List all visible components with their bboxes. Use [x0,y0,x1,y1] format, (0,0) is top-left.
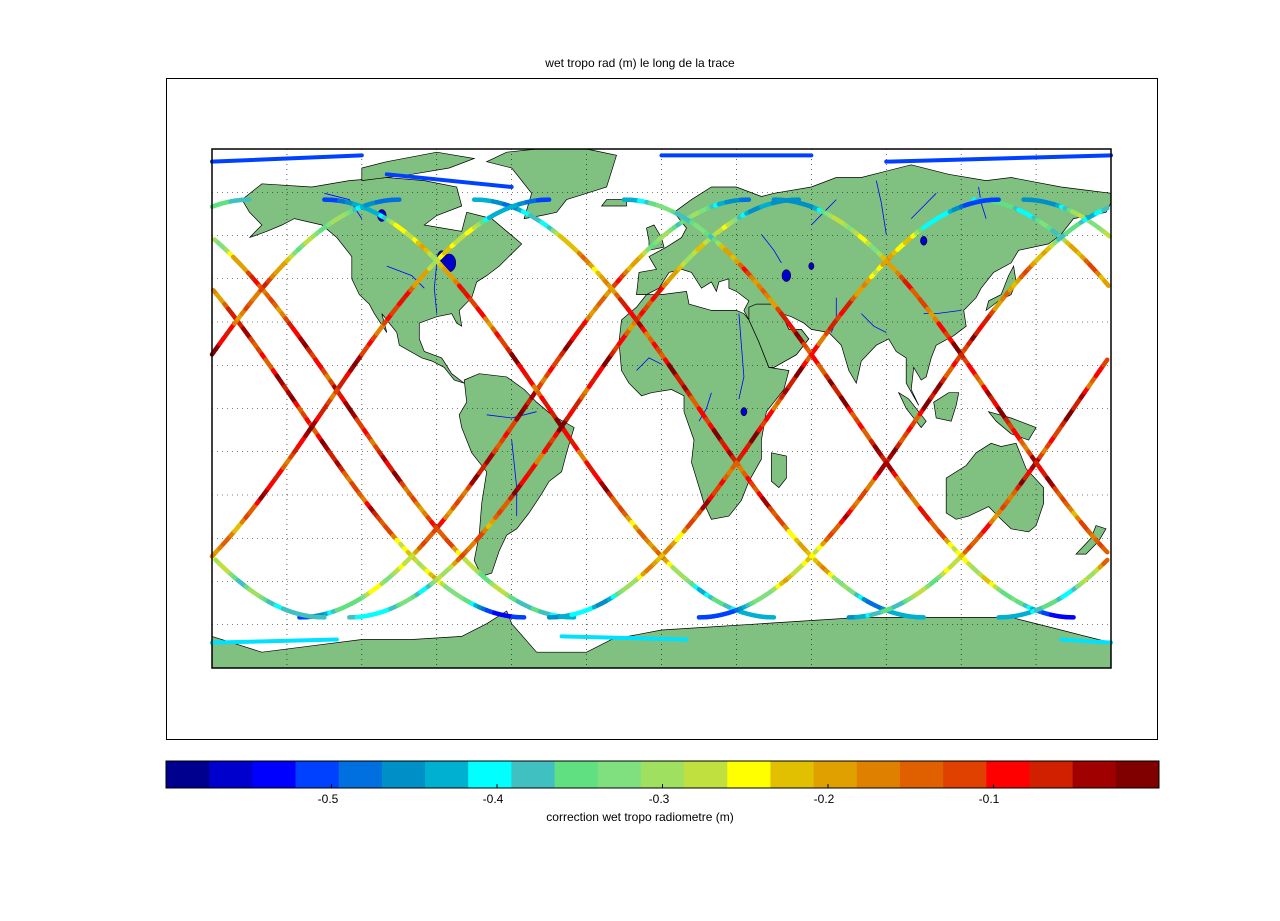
lake [740,407,748,417]
river [875,180,887,235]
track-segment [1101,546,1110,555]
colorbar-swatch [943,761,987,788]
track-layer [209,153,1113,645]
colorbar-swatch [597,761,642,788]
track-segment [210,637,339,645]
river [324,192,363,219]
river [923,310,962,315]
new-zealand-land [1075,525,1107,555]
track-segment [1059,637,1113,645]
lake [920,236,928,246]
europe-asia-land [636,164,1112,406]
colorbar-swatch [813,761,858,788]
colorbar-tick-label: -0.1 [978,792,1000,806]
river [486,411,537,419]
track-segment [1101,557,1110,566]
madagascar-land [771,452,787,489]
river [910,193,937,219]
colorbar-swatch [209,761,253,788]
colorbar-swatch [338,761,383,788]
colorbar-swatch [640,761,685,788]
river [386,265,425,289]
track-segment [210,153,364,164]
colorbar-swatch [1072,761,1117,788]
colorbar-swatch [770,761,815,788]
river [738,313,745,400]
colorbar-swatch [684,761,728,788]
colorbar-tick-label: -0.4 [482,792,504,806]
colorbar [165,760,1160,789]
river [636,357,662,371]
africa-land [618,291,790,520]
colorbar-swatch [425,761,469,788]
colorbar-swatch [166,761,210,788]
colorbar-swatch [1115,761,1160,788]
colorbar-swatch [899,761,944,788]
river [698,392,712,422]
river [861,313,887,333]
colorbar-swatch [468,761,512,788]
map-border [211,148,1112,669]
colorbar-swatch [511,761,556,788]
colorbar-swatch [986,761,1030,788]
colorbar-swatch [252,761,297,788]
lake [781,269,792,282]
colorbar-swatch [727,761,771,788]
colorbar-swatch [295,761,340,788]
track-segment [1102,279,1111,288]
track-segment [1101,205,1110,213]
australia-land [945,442,1044,533]
river [761,234,782,264]
figure-title: wet tropo rad (m) le long de la trace [545,56,735,70]
colorbar-tick-label: -0.2 [813,792,835,806]
arabia-fill-land [748,303,810,368]
track-segment [559,634,689,642]
colorbar-swatch [856,761,901,788]
colorbar-swatch [381,761,426,788]
colorbar-swatch [554,761,599,788]
river [433,262,438,314]
track-segment [884,153,1113,164]
lake [808,262,815,270]
track-segment [384,172,514,189]
colorbar-tick-label: -0.3 [648,792,670,806]
track-segment [1101,357,1110,368]
colorbar-swatch [1029,761,1074,788]
borneo-land [933,392,960,422]
north-america-land [241,177,523,384]
colorbar-label: correction wet tropo radiometre (m) [546,810,734,824]
track-segment [1103,231,1113,239]
greenland-land [485,148,617,220]
colorbar-tick-label: -0.5 [317,792,339,806]
